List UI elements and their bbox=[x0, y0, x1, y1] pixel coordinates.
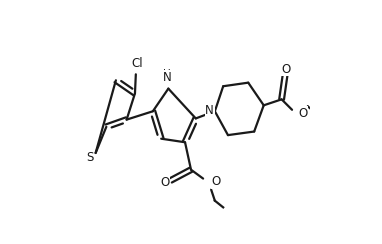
Text: Cl: Cl bbox=[131, 57, 143, 70]
Text: O: O bbox=[211, 175, 221, 188]
Text: N: N bbox=[205, 103, 214, 117]
Text: O: O bbox=[298, 107, 308, 120]
Text: N: N bbox=[163, 71, 172, 84]
Text: S: S bbox=[86, 151, 93, 164]
Text: O: O bbox=[160, 176, 169, 189]
Text: H: H bbox=[163, 69, 171, 79]
Text: O: O bbox=[281, 62, 290, 76]
